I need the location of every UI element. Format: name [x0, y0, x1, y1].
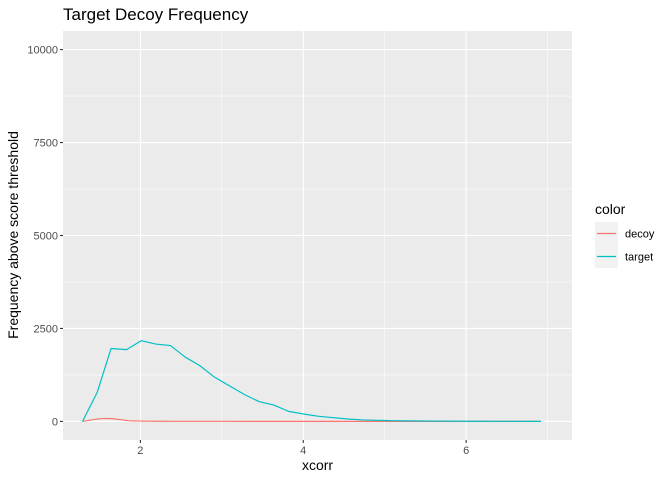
x-tick-label: 6	[463, 445, 469, 457]
x-tick-label: 2	[137, 445, 143, 457]
series-lines	[82, 340, 542, 423]
tick-labels: 2 4 6 0 2500 5000 7500 10000	[27, 45, 469, 457]
chart-title: Target Decoy Frequency	[63, 5, 249, 24]
y-tick-label: 7500	[34, 138, 58, 150]
x-tick-label: 4	[300, 445, 306, 457]
grid-lines	[58, 31, 572, 440]
series-line-decoy	[82, 417, 542, 423]
legend-label-target: target	[625, 252, 653, 264]
legend: color decoy target	[595, 201, 655, 268]
y-tick-label: 5000	[34, 231, 58, 243]
y-tick-label: 10000	[27, 45, 58, 57]
axis-ticks	[60, 49, 467, 443]
y-tick-label: 0	[52, 416, 58, 428]
y-axis-title: Frequency above score threshold	[5, 131, 21, 339]
legend-title: color	[595, 201, 626, 217]
legend-label-decoy: decoy	[625, 229, 655, 241]
x-axis-title: xcorr	[302, 457, 333, 473]
y-tick-label: 2500	[34, 323, 58, 335]
series-line-target	[82, 340, 542, 423]
